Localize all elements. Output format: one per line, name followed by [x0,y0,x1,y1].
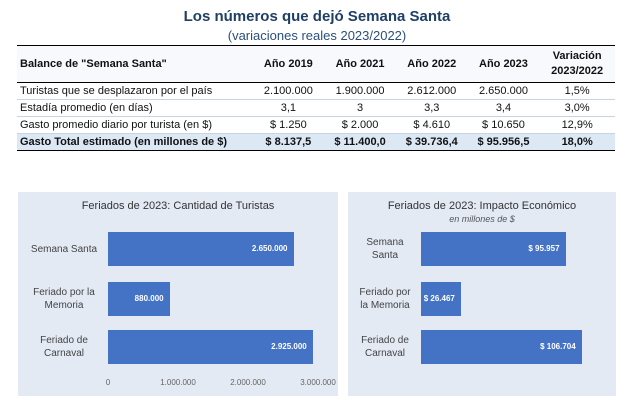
data-label: $ 95.957 [528,244,560,253]
cell-2019: 3,1 [252,99,325,117]
bar-3 [421,330,582,364]
cell-2021: $ 11.400,0 [324,133,396,151]
cell-variation: 3,0% [539,99,615,117]
col-header-variation: Variación 2023/2022 [539,45,615,83]
cell-2022: 2.612.000 [395,82,468,100]
cell-variation: 12,9% [539,116,615,134]
category-label: Semana Santa [22,243,106,256]
x-tick-label: 1.000.000 [160,378,196,387]
table-header-row: Balance de "Semana Santa" Año 2019 Año 2… [17,45,615,83]
cell-2022: $ 4.610 [395,116,468,134]
category-label: Feriado de Carnaval [22,334,106,360]
chart-title: Feriados de 2023: Cantidad de Turistas [81,200,275,212]
data-label: 880.000 [134,294,164,303]
table-row: Estadía promedio (en días) 3,1 3 3,3 3,4… [17,99,615,117]
category-label-line: Semana [366,237,404,248]
category-label: Feriado por la Memoria [352,286,418,312]
bar-2 [108,282,170,316]
category-label-line: Feriado de [361,335,409,346]
cell-2019: 2.100.000 [252,82,325,100]
category-label-line: Feriado de [40,335,88,346]
chart-tourists: Feriados de 2023: Cantidad de Turistas 2… [18,192,338,396]
row-label: Turistas que se desplazaron por el país [17,82,253,100]
chart-subtitle: en millones de $ [449,214,515,224]
category-label: Feriado por la Memoria [22,286,106,312]
cell-2023: 2.650.000 [467,82,540,100]
chart-economic-impact: Feriados de 2023: Impacto Económico en m… [348,192,616,396]
category-label: Feriado de Carnaval [352,334,418,360]
col-header-concept: Balance de "Semana Santa" [17,45,253,83]
page-subtitle: (variaciones reales 2023/2022) [227,28,407,43]
cell-2023: $ 10.650 [467,116,540,134]
data-label: $ 106.704 [540,342,576,351]
data-label: 2.925.000 [271,342,307,351]
col-header-2023: Año 2023 [467,45,540,83]
category-label-line: Semana Santa [30,243,98,255]
bar-2 [421,282,461,316]
table-total-row: Gasto Total estimado (en millones de $) … [17,133,615,151]
x-tick-label: 2.000.000 [230,378,266,387]
row-label: Gasto promedio diario por turista (en $) [17,116,253,134]
bar-3 [108,330,313,364]
x-tick-label: 0 [105,378,111,387]
row-label: Gasto Total estimado (en millones de $) [17,133,253,151]
col-header-2019: Año 2019 [252,45,325,83]
data-label: 2.650.000 [251,244,288,253]
cell-2021: 3 [324,99,396,117]
category-label-line: Feriado por [359,287,411,298]
category-label-line: Carnaval [43,348,85,359]
cell-2022: 3,3 [395,99,468,117]
table-row: Turistas que se desplazaron por el país … [17,82,615,100]
cell-variation: 18,0% [539,133,615,151]
row-label: Estadía promedio (en días) [17,99,253,117]
category-label-line: Memoria [44,300,84,311]
bar-1 [108,232,294,266]
cell-variation: 1,5% [539,82,615,100]
table-row: Gasto promedio diario por turista (en $)… [17,116,615,134]
cell-2023: $ 95.956,5 [467,133,540,151]
category-label: Semana Santa [352,236,418,262]
category-label-line: la Memoria [360,300,410,311]
category-label-line: Carnaval [364,348,406,359]
category-label-line: Feriado por la [33,287,95,298]
cell-2023: 3,4 [467,99,540,117]
chart-title: Feriados de 2023: Impacto Económico [387,200,577,212]
x-tick-label: 3.000.000 [300,378,336,387]
category-label-line: Santa [371,250,399,261]
col-header-2021: Año 2021 [324,45,396,83]
cell-2021: $ 2.000 [324,116,396,134]
cell-2019: $ 8.137,5 [252,133,325,151]
cell-2021: 1.900.000 [324,82,396,100]
cell-2019: $ 1.250 [252,116,325,134]
col-header-2022: Año 2022 [395,45,468,83]
page-title: Los números que dejó Semana Santa [183,8,451,25]
balance-table: Balance de "Semana Santa" Año 2019 Año 2… [17,45,615,151]
cell-2022: $ 39.736,4 [395,133,468,151]
data-label: $ 26.467 [423,294,455,303]
bar-1 [421,232,566,266]
